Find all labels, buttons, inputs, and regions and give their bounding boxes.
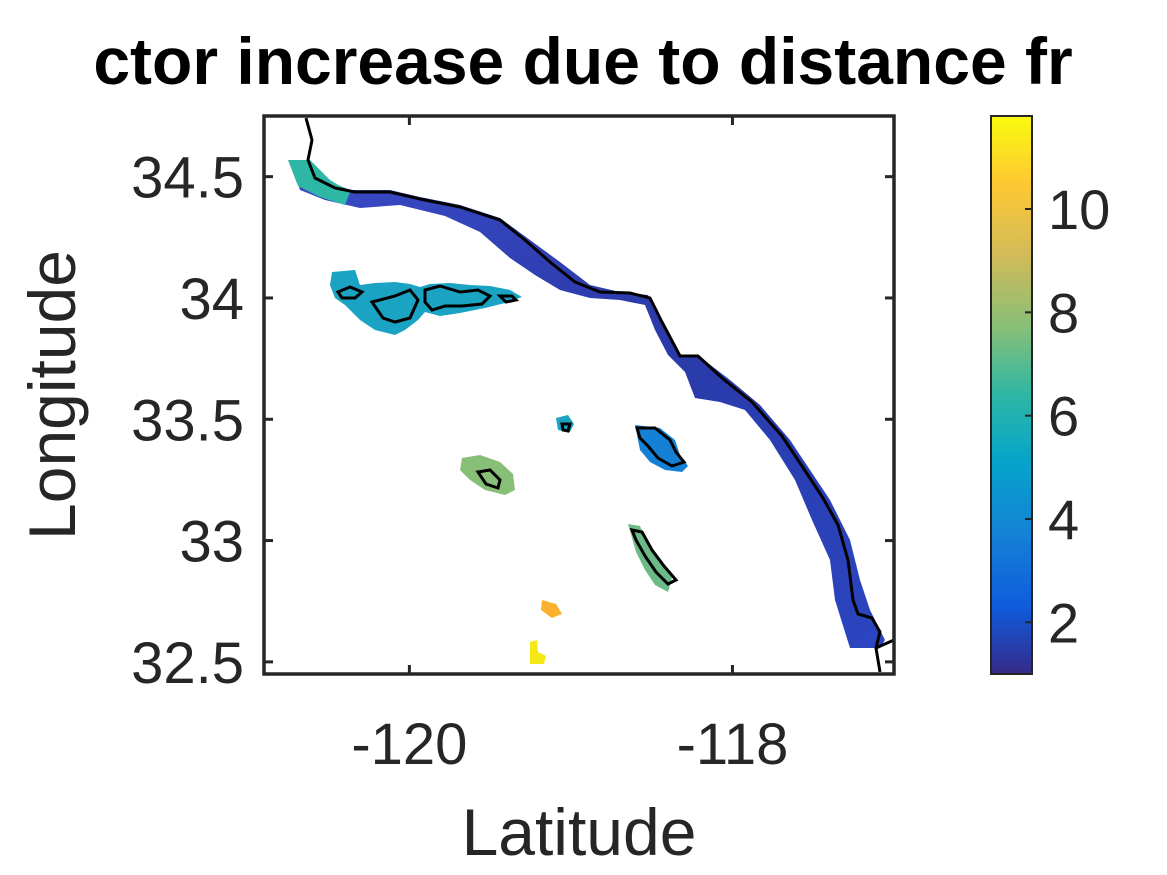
x-axis-label: Latitude bbox=[462, 795, 697, 869]
colorbar-tick-label: 4 bbox=[1048, 488, 1079, 551]
y-tick-label: 33.5 bbox=[131, 388, 244, 453]
colorbar-tick-label: 8 bbox=[1048, 281, 1079, 344]
southernmost-spot-region bbox=[530, 640, 546, 664]
island-outline-2 bbox=[369, 288, 420, 324]
island-outline-1 bbox=[335, 285, 365, 300]
axes-box bbox=[262, 114, 896, 676]
coastline bbox=[304, 117, 882, 673]
y-axis-label: Longitude bbox=[15, 250, 89, 540]
island-outline-6 bbox=[475, 468, 502, 490]
y-axis: 32.5 33 33.5 34 34.5 bbox=[131, 146, 894, 696]
x-tick-label: -118 bbox=[677, 712, 789, 777]
y-tick-label: 34.5 bbox=[131, 146, 244, 211]
x-axis: -120 -118 bbox=[351, 116, 788, 777]
small-southern-spot-region bbox=[541, 600, 562, 618]
colorbar bbox=[990, 115, 1033, 675]
x-tick-label: -120 bbox=[351, 712, 467, 777]
southwest-island-region bbox=[460, 455, 515, 495]
coastline-east bbox=[875, 638, 895, 650]
colorbar-tick-label: 2 bbox=[1048, 591, 1079, 654]
y-tick-label: 34 bbox=[179, 267, 244, 332]
map-regions bbox=[288, 160, 885, 664]
western-coastal-tip-region bbox=[288, 160, 350, 205]
colorbar-tick-label: 6 bbox=[1048, 385, 1079, 448]
y-tick-label: 32.5 bbox=[131, 631, 244, 696]
coastline-outlines bbox=[304, 117, 895, 673]
island-outline-8 bbox=[629, 527, 679, 586]
island-outline-5 bbox=[560, 422, 572, 433]
coastal-band-region bbox=[290, 160, 885, 648]
chart-title: ctor increase due to distance fr bbox=[93, 24, 1072, 98]
colorbar-tick-label: 10 bbox=[1048, 178, 1110, 241]
island-outline-4 bbox=[496, 294, 520, 304]
central-island-region bbox=[635, 425, 688, 472]
island-outline-3 bbox=[423, 284, 493, 312]
island-outline-7 bbox=[634, 426, 687, 468]
colorbar-ticks: 2 4 6 8 10 bbox=[1025, 178, 1110, 654]
y-tick-label: 33 bbox=[179, 510, 244, 575]
